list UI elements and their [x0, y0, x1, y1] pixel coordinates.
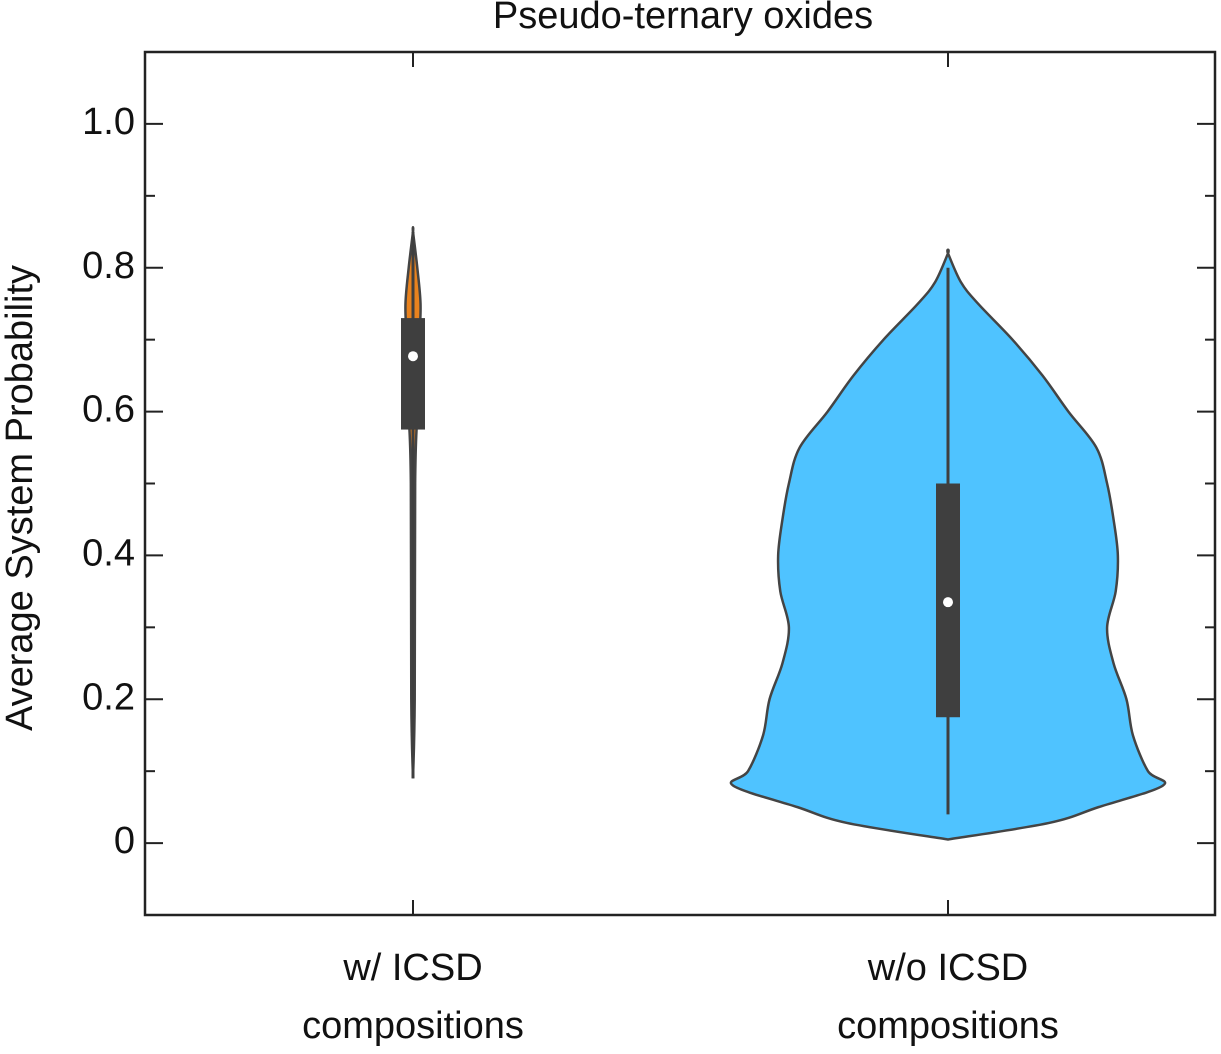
x-tick-label: compositions — [302, 1005, 524, 1047]
y-axis-label: Average System Probability — [0, 265, 41, 731]
median-dot — [943, 597, 953, 608]
x-tick-label: w/ ICSD — [342, 947, 482, 989]
chart-title: Pseudo-ternary oxides — [493, 0, 873, 37]
y-tick-label: 0.2 — [82, 676, 135, 718]
x-tick-label: w/o ICSD — [867, 947, 1028, 989]
median-dot — [408, 351, 418, 362]
iqr-box — [401, 318, 425, 430]
y-tick-label: 0.6 — [82, 389, 135, 431]
y-tick-label: 1.0 — [82, 101, 135, 143]
y-tick-label: 0.8 — [82, 245, 135, 287]
y-tick-label: 0 — [114, 820, 135, 862]
x-tick-label: compositions — [837, 1005, 1059, 1047]
y-tick-label: 0.4 — [82, 532, 135, 574]
